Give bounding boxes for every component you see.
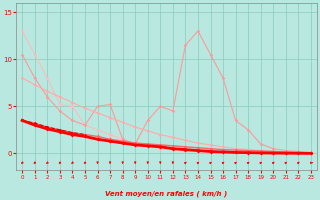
X-axis label: Vent moyen/en rafales ( km/h ): Vent moyen/en rafales ( km/h ) [106, 191, 228, 197]
